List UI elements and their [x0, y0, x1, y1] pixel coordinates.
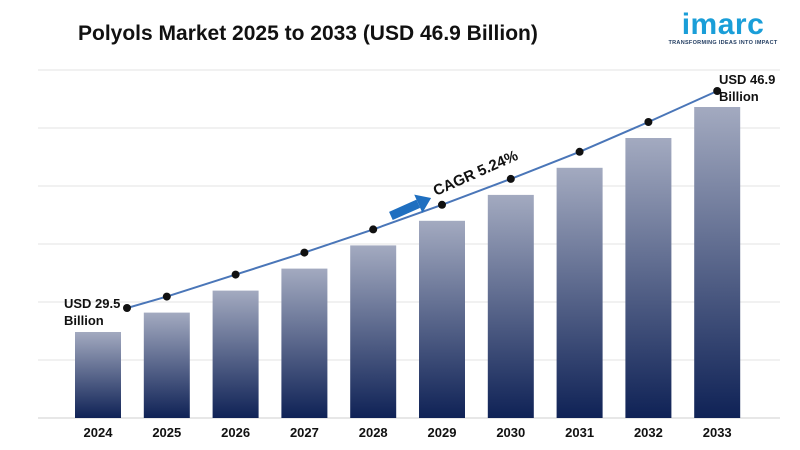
trend-point-2030	[506, 174, 515, 183]
trend-point-2026	[231, 270, 240, 279]
bar-2030	[487, 194, 534, 418]
start-annotation-line2: Billion	[64, 313, 104, 328]
x-tick-label: 2033	[703, 425, 732, 440]
imarc-logo: imarc TRANSFORMING IDEAS INTO IMPACT	[668, 8, 778, 46]
start-annotation-line1: USD 29.5	[64, 296, 120, 311]
logo-tagline: TRANSFORMING IDEAS INTO IMPACT	[668, 40, 778, 46]
cagr-arrow-icon	[389, 194, 432, 221]
trend-point-2028	[369, 225, 378, 234]
chart-title: Polyols Market 2025 to 2033 (USD 46.9 Bi…	[78, 22, 538, 45]
trend-point-2024	[123, 304, 131, 312]
bar-2026	[212, 290, 259, 418]
end-annotation-line1: USD 46.9	[719, 72, 775, 87]
bars	[75, 107, 741, 418]
bar-2027	[281, 268, 328, 418]
x-tick-label: 2031	[565, 425, 594, 440]
bar-2028	[350, 245, 397, 418]
x-tick-label: 2026	[221, 425, 250, 440]
trend-point-2033	[713, 87, 722, 95]
bar-2033	[694, 107, 741, 418]
end-annotation-line2: Billion	[719, 89, 759, 104]
x-tick-label: 2025	[152, 425, 181, 440]
trend-polyline	[126, 90, 718, 309]
trend-point-2025	[162, 292, 171, 301]
bar-2029	[419, 220, 465, 418]
x-tick-label: 2027	[290, 425, 319, 440]
x-tick-label: 2028	[359, 425, 388, 440]
trend-point-2029	[438, 200, 446, 209]
x-axis-ticks: 2024 2025 2026 2027 2028 2029 2030 2031 2032 2033	[84, 425, 732, 440]
bar-2025	[143, 312, 190, 418]
x-tick-label: 2024	[84, 425, 114, 440]
trend-point-2031	[575, 147, 584, 156]
bar-2031	[556, 167, 603, 418]
x-tick-label: 2032	[634, 425, 663, 440]
x-tick-label: 2029	[428, 425, 457, 440]
bar-2032	[625, 138, 672, 418]
x-tick-label: 2030	[496, 425, 525, 440]
trend-point-2027	[300, 248, 309, 257]
trend-line	[123, 87, 722, 312]
logo-wordmark: imarc	[681, 8, 765, 41]
bar-2024	[75, 332, 121, 418]
trend-point-2032	[644, 118, 653, 126]
